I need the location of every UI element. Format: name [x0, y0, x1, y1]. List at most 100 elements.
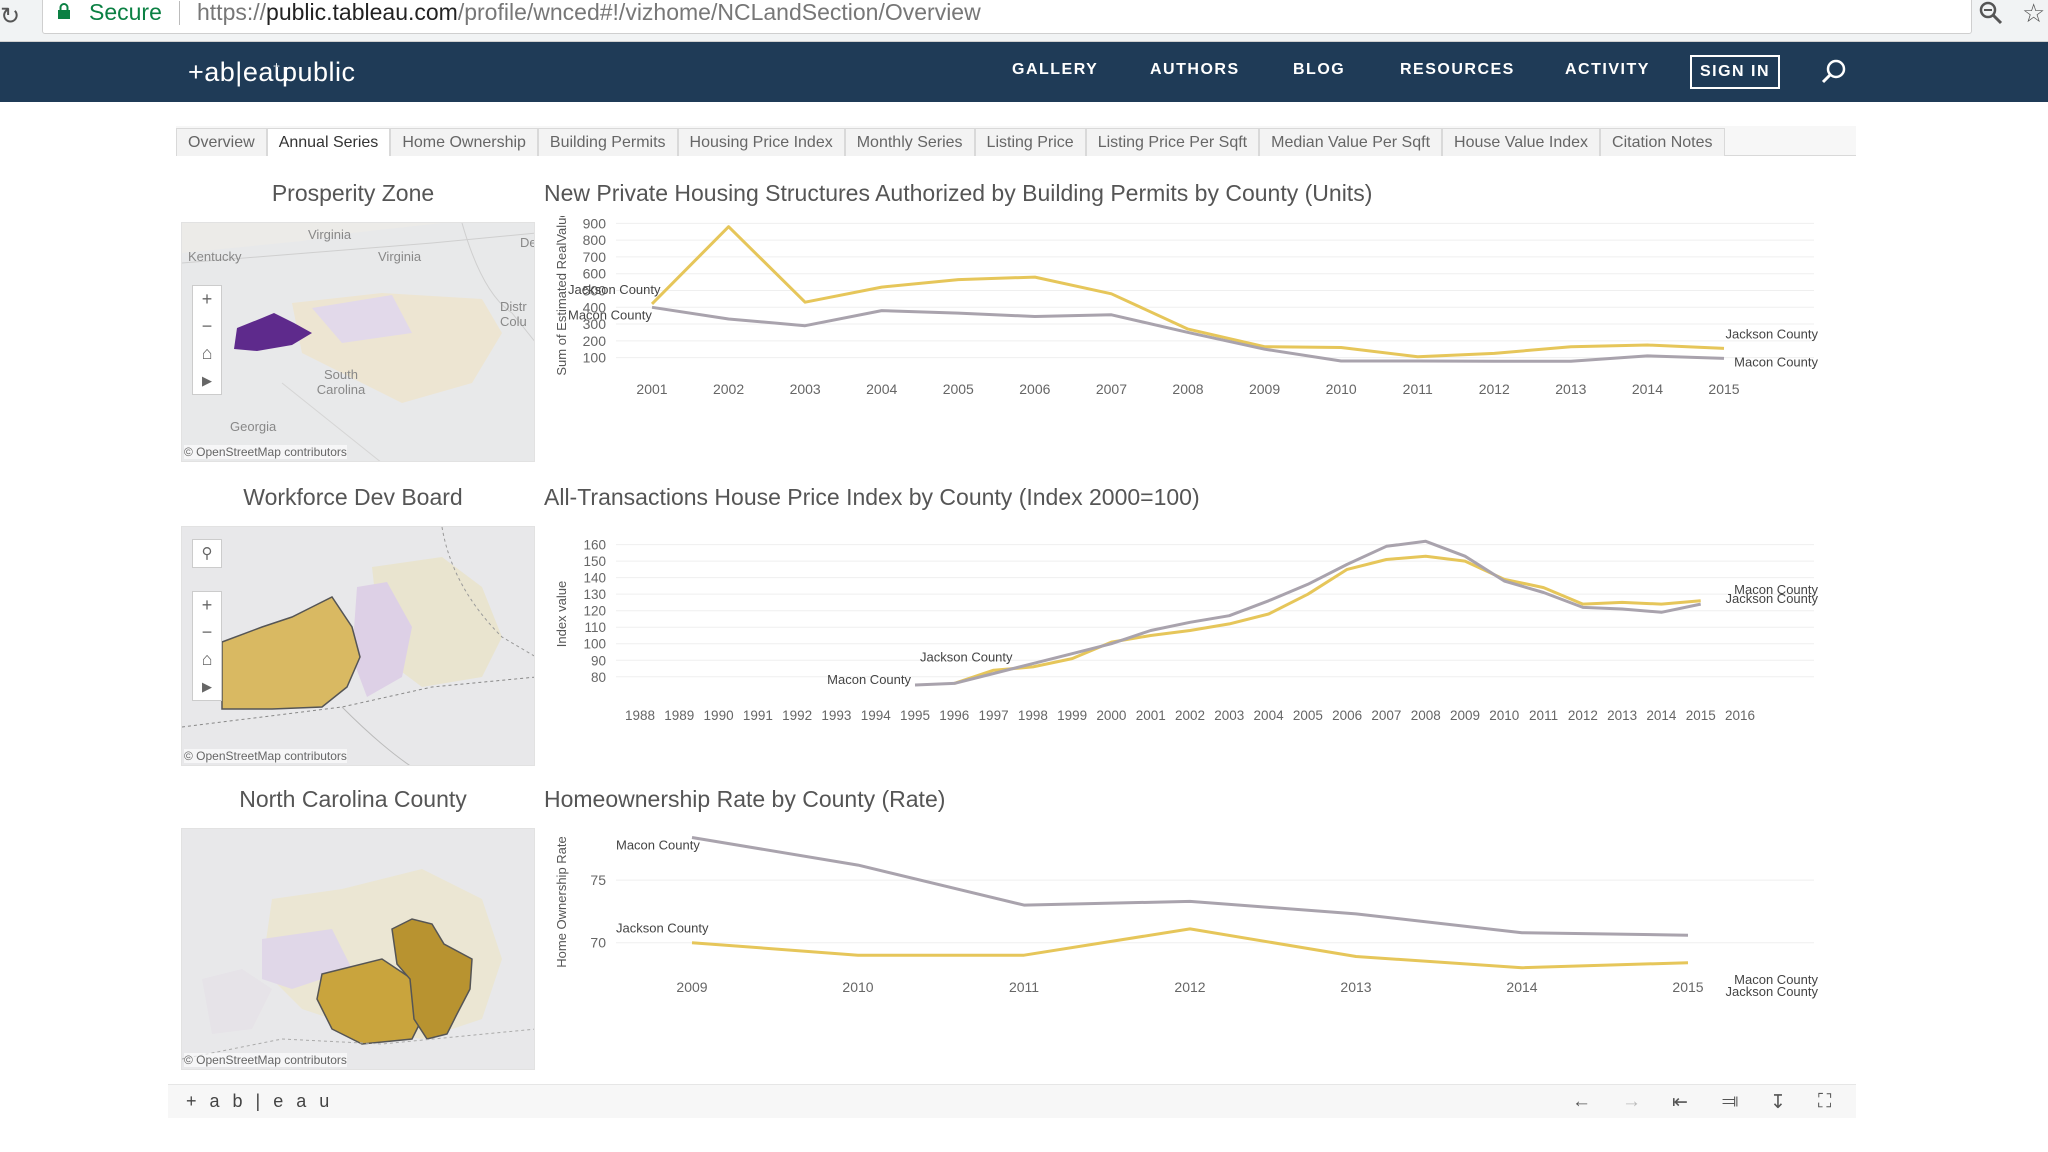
x-tick-label: 2016 — [1725, 708, 1755, 723]
svg-text:+ab|eau: +ab|eau — [188, 57, 289, 87]
x-tick-label: 1994 — [861, 708, 892, 723]
x-tick-label: 2005 — [1293, 708, 1323, 723]
svg-text:public: public — [282, 57, 356, 87]
x-tick-label: 2008 — [1172, 381, 1203, 397]
series-line-macon-county — [651, 305, 1725, 363]
address-bar[interactable]: Secure https://public.tableau.com/profil… — [42, 0, 1972, 34]
home-icon[interactable]: ⌂ — [201, 649, 213, 669]
map-title-workforce-dev-board: Workforce Dev Board — [243, 484, 463, 510]
tab-listing-price[interactable]: Listing Price — [974, 128, 1086, 156]
y-axis-label: Home Ownership Rate — [554, 836, 569, 968]
x-tick-label: 2006 — [1019, 381, 1050, 397]
nav-gallery[interactable]: GALLERY — [1012, 61, 1099, 78]
series-end-label: Jackson County — [1726, 326, 1819, 341]
x-tick-label: 2013 — [1555, 381, 1586, 397]
reload-icon[interactable]: ↻ — [0, 3, 21, 30]
map-search-icon[interactable]: ⚲ — [201, 545, 213, 562]
x-tick-label: 2007 — [1371, 708, 1401, 723]
y-tick-label: 400 — [583, 299, 607, 315]
revert-icon[interactable]: ⇤ — [1672, 1092, 1688, 1113]
map-credit: © OpenStreetMap contributors — [184, 1053, 347, 1067]
url-text[interactable]: https://public.tableau.com/profile/wnced… — [197, 0, 981, 26]
tab-median-value-per-sqft[interactable]: Median Value Per Sqft — [1259, 128, 1443, 156]
series-line-macon-county — [691, 836, 1689, 937]
zoom-icon[interactable] — [1978, 0, 2004, 26]
x-tick-label: 2006 — [1332, 708, 1362, 723]
tableau-public-logo[interactable]: +ab|eau public + — [188, 56, 388, 97]
chart-house-price-index[interactable]: 80 90 100 110 120 130 140 150 160 Index value 1988… — [544, 520, 1834, 787]
home-icon[interactable]: ⌂ — [201, 343, 213, 363]
x-tick-label: 2014 — [1506, 979, 1537, 995]
chart-homeownership-rate-svg: 70 75 Home Ownership Rate 2009 2010 2011 2012 2… — [554, 836, 1819, 999]
series-end-label: Jackson County — [1726, 984, 1819, 999]
x-tick-label: 1996 — [939, 708, 969, 723]
nav-blog[interactable]: BLOG — [1293, 61, 1346, 78]
zoom-out-icon[interactable]: − — [201, 316, 213, 336]
x-tick-label: 2013 — [1340, 979, 1371, 995]
tab-overview[interactable]: Overview — [176, 128, 267, 156]
y-axis-label: Sum of Estimated RealValue — [554, 216, 569, 376]
series-start-label: Jackson County — [616, 921, 709, 936]
series-end-label: Macon County — [1734, 354, 1818, 369]
map-credit: © OpenStreetMap contributors — [184, 445, 347, 459]
tab-building-permits[interactable]: Building Permits — [537, 128, 678, 156]
series-start-label: Jackson County — [920, 649, 1013, 664]
x-tick-label: 2001 — [636, 381, 667, 397]
secure-label: Secure — [89, 0, 162, 25]
nav-resources[interactable]: RESOURCES — [1400, 61, 1515, 78]
download-icon[interactable]: ↧ — [1770, 1092, 1786, 1113]
map-prosperity-zone[interactable]: Kentucky Virginia Virginia South Carolin… — [181, 222, 535, 462]
map-label: De — [520, 235, 535, 250]
nav-activity[interactable]: ACTIVITY — [1565, 61, 1650, 78]
tab-citation-notes[interactable]: Citation Notes — [1600, 128, 1725, 156]
share-icon[interactable]: ⫥ — [1722, 1091, 1739, 1112]
play-icon[interactable]: ▶ — [202, 373, 212, 388]
map-graphic — [182, 527, 534, 765]
tab-house-value-index[interactable]: House Value Index — [1442, 128, 1601, 156]
zoom-out-icon[interactable]: − — [201, 622, 213, 642]
browser-toolbar: ↻ Secure https://public.tableau.com/prof… — [0, 0, 2048, 42]
map-graphic — [182, 869, 534, 1060]
fullscreen-icon[interactable]: ⛶ — [1818, 1091, 1832, 1112]
y-tick-label: 300 — [583, 316, 607, 332]
map-zoom-controls: + − ⌂ ▶ — [192, 285, 222, 395]
zoom-in-icon[interactable]: + — [201, 289, 213, 309]
undo-icon[interactable]: ← — [1572, 1091, 1591, 1112]
x-tick-label: 1990 — [704, 708, 734, 723]
map-workforce-dev-board[interactable]: ⚲ + − ⌂ ▶ © OpenStreetMap contributors — [181, 526, 535, 766]
play-icon[interactable]: ▶ — [202, 679, 212, 694]
tab-monthly-series[interactable]: Monthly Series — [844, 128, 975, 156]
x-tick-label: 2014 — [1646, 708, 1677, 723]
y-tick-label: 90 — [591, 653, 606, 668]
map-label: Virginia — [308, 227, 352, 242]
redo-icon[interactable]: → — [1622, 1091, 1641, 1112]
map-label: Kentucky — [188, 249, 242, 264]
search-icon[interactable] — [1820, 58, 1848, 86]
tab-annual-series[interactable]: Annual Series — [266, 128, 391, 156]
tab-home-ownership[interactable]: Home Ownership — [390, 128, 538, 156]
nav-authors[interactable]: AUTHORS — [1150, 61, 1240, 78]
y-tick-label: 800 — [583, 232, 607, 248]
x-tick-label: 2000 — [1096, 708, 1126, 723]
series-line-macon-county — [914, 539, 1702, 687]
chart-homeownership-rate[interactable]: 70 75 Home Ownership Rate 2009 2010 2011 2012 2… — [544, 822, 1834, 1097]
map-label: Georgia — [230, 419, 277, 434]
x-tick-label: 2012 — [1479, 381, 1510, 397]
tab-housing-price-index[interactable]: Housing Price Index — [677, 128, 845, 156]
x-tick-label: 2004 — [866, 381, 897, 397]
map-north-carolina-county[interactable]: © OpenStreetMap contributors — [181, 828, 535, 1070]
series-start-label: Jackson County — [568, 282, 661, 297]
series-start-label: Macon County — [568, 307, 652, 322]
x-tick-label: 2001 — [1136, 708, 1166, 723]
tableau-footer-logo[interactable]: + a b | e a u — [186, 1091, 334, 1111]
x-tick-label: 1992 — [782, 708, 812, 723]
tab-listing-price-per-sqft[interactable]: Listing Price Per Sqft — [1085, 128, 1260, 156]
url-host: public.tableau.com — [266, 0, 458, 25]
sign-in-button[interactable]: SIGN IN — [1690, 55, 1780, 89]
bookmark-star-icon[interactable]: ☆ — [2022, 0, 2046, 28]
x-tick-label: 2010 — [1326, 381, 1357, 397]
map-title-north-carolina-county: North Carolina County — [239, 786, 467, 812]
zoom-in-icon[interactable]: + — [201, 595, 213, 615]
chart-building-permits[interactable]: 100 200 300 400 500 600 700 800 900 Sum of Estima… — [544, 210, 1834, 481]
y-tick-label: 130 — [583, 587, 606, 602]
